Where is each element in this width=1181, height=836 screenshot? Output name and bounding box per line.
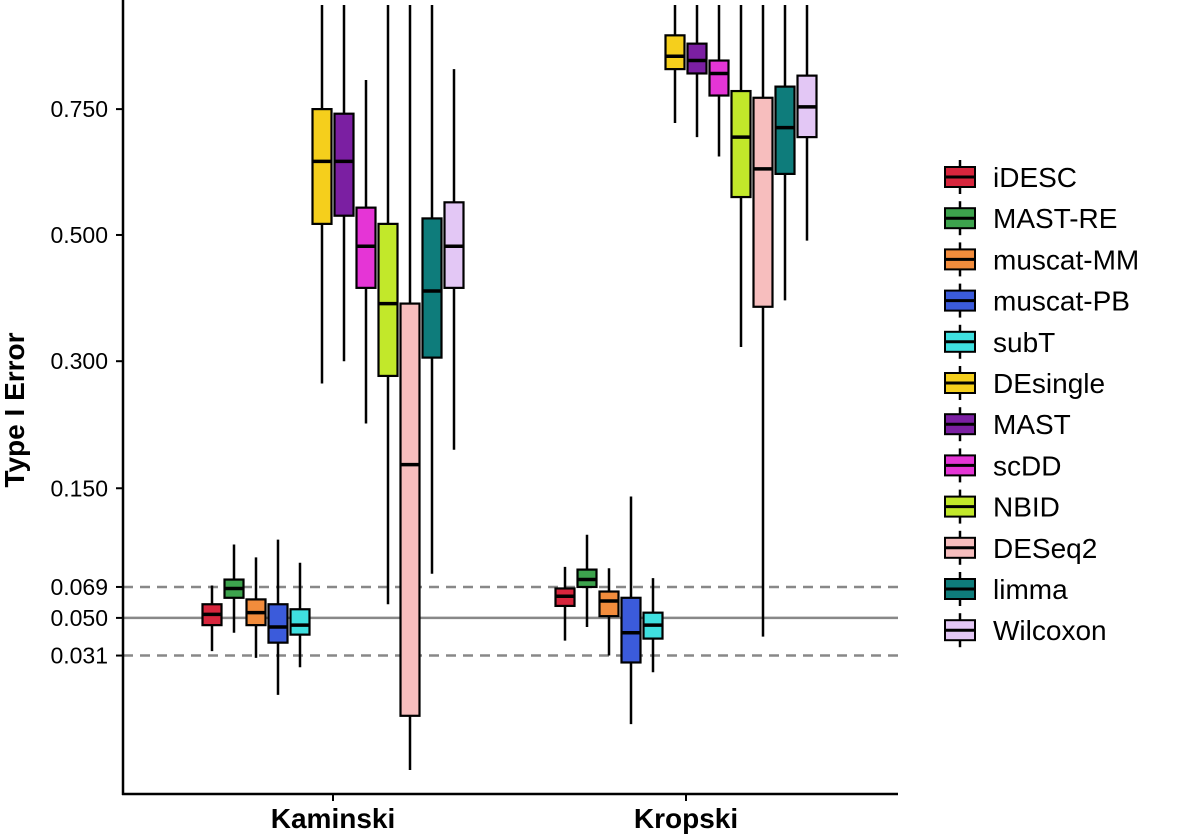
box-body — [686, 42, 708, 75]
legend-item-DESeq2: DESeq2 — [944, 530, 1097, 565]
box-iDESC-Kropski — [554, 566, 576, 641]
box-body — [421, 217, 443, 359]
box-body — [708, 59, 730, 97]
box-muscat-MM-Kropski — [598, 568, 620, 656]
box-MAST-Kaminski — [333, 4, 355, 362]
box-limma-Kropski — [774, 4, 796, 301]
legend-label: MAST-RE — [993, 203, 1117, 234]
box-NBID-Kropski — [730, 4, 752, 347]
legend-label: muscat-MM — [993, 244, 1139, 275]
y-tick-label: 0.750 — [50, 96, 108, 122]
box-DESeq2-Kropski — [752, 4, 774, 637]
box-muscat-PB-Kaminski — [267, 539, 289, 695]
box-body — [752, 96, 774, 308]
box-MAST-RE-Kaminski — [223, 544, 245, 633]
legend-item-DEsingle: DEsingle — [944, 366, 1105, 400]
box-muscat-MM-Kaminski — [245, 557, 267, 658]
box-iDESC-Kaminski — [201, 585, 223, 652]
y-tick-label: 0.050 — [50, 605, 108, 631]
y-tick-label: 0.150 — [50, 475, 108, 501]
legend-item-MAST: MAST — [944, 407, 1071, 442]
box-body — [664, 34, 686, 71]
legend-item-limma: limma — [944, 572, 1068, 606]
box-limma-Kaminski — [421, 4, 443, 574]
legend-item-subT: subT — [944, 324, 1055, 359]
box-body — [333, 112, 355, 217]
legend-item-scDD: scDD — [944, 448, 1061, 483]
legend-item-Wilcoxon: Wilcoxon — [944, 613, 1107, 648]
box-MAST-Kropski — [686, 4, 708, 138]
y-tick-label: 0.069 — [50, 574, 108, 600]
box-NBID-Kaminski — [377, 4, 399, 605]
box-muscat-PB-Kropski — [620, 496, 642, 725]
legend: iDESC MAST-RE muscat-MM muscat-PB subT DEsing… — [944, 160, 1139, 648]
box-body — [289, 608, 311, 636]
legend-item-muscat-MM: muscat-MM — [944, 242, 1139, 277]
legend-item-muscat-PB: muscat-PB — [944, 283, 1130, 318]
y-tick-label: 0.300 — [50, 348, 108, 374]
box-DESeq2-Kaminski — [399, 4, 421, 770]
box-Wilcoxon-Kropski — [796, 4, 818, 241]
box-Wilcoxon-Kaminski — [443, 69, 465, 450]
legend-label: muscat-PB — [993, 286, 1130, 317]
box-body — [774, 85, 796, 175]
box-group — [201, 4, 818, 770]
axes — [121, 0, 898, 796]
y-ticks: 0.031 0.050 0.069 0.150 0.300 0.500 0.750 — [50, 96, 123, 669]
box-subT-Kropski — [642, 578, 664, 673]
box-DEsingle-Kropski — [664, 4, 686, 123]
box-body — [377, 222, 399, 378]
box-scDD-Kropski — [708, 4, 730, 157]
box-body — [620, 596, 642, 664]
box-body — [311, 108, 333, 225]
y-tick-label: 0.031 — [50, 643, 108, 669]
box-body — [730, 89, 752, 199]
y-tick-label: 0.500 — [50, 222, 108, 248]
box-subT-Kaminski — [289, 562, 311, 668]
legend-label: iDESC — [993, 162, 1077, 193]
legend-label: scDD — [993, 450, 1061, 481]
legend-label: NBID — [993, 492, 1060, 523]
box-MAST-RE-Kropski — [576, 534, 598, 627]
x-tick-label: Kaminski — [271, 803, 396, 834]
box-body — [399, 302, 421, 717]
legend-label: subT — [993, 327, 1055, 358]
box-DEsingle-Kaminski — [311, 4, 333, 384]
legend-item-NBID: NBID — [944, 489, 1060, 524]
x-ticks: Kaminski Kropski — [271, 794, 738, 834]
legend-label: DESeq2 — [993, 533, 1097, 564]
box-body — [598, 590, 620, 618]
legend-label: limma — [993, 574, 1068, 605]
y-axis-title: Type I Error — [0, 332, 30, 487]
legend-label: MAST — [993, 409, 1071, 440]
legend-item-iDESC: iDESC — [944, 160, 1077, 194]
legend-item-MAST-RE: MAST-RE — [944, 201, 1117, 236]
x-tick-label: Kropski — [634, 803, 738, 834]
box-body — [267, 603, 289, 644]
legend-label: DEsingle — [993, 368, 1105, 399]
legend-label: Wilcoxon — [993, 615, 1107, 646]
box-scDD-Kaminski — [355, 80, 377, 424]
